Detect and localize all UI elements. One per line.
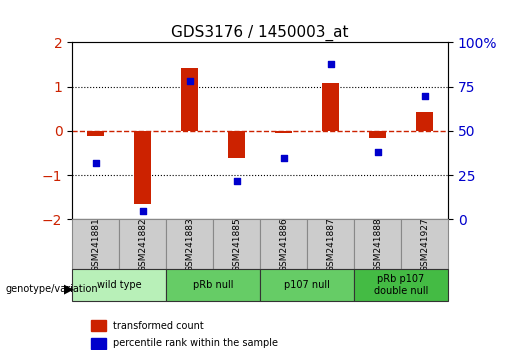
FancyBboxPatch shape <box>119 219 166 269</box>
Text: transformed count: transformed count <box>113 321 204 331</box>
Bar <box>322 83 339 131</box>
Text: percentile rank within the sample: percentile rank within the sample <box>113 338 279 348</box>
Point <box>420 93 428 98</box>
Text: pRb null: pRb null <box>193 280 233 290</box>
Title: GDS3176 / 1450003_at: GDS3176 / 1450003_at <box>171 25 349 41</box>
Text: GSM241927: GSM241927 <box>420 217 429 272</box>
Text: ▶: ▶ <box>64 282 74 295</box>
Point <box>373 149 382 155</box>
FancyBboxPatch shape <box>166 219 213 269</box>
Bar <box>181 68 198 131</box>
Point <box>232 178 241 183</box>
Bar <box>134 131 151 204</box>
FancyBboxPatch shape <box>260 219 307 269</box>
Text: GSM241882: GSM241882 <box>138 217 147 272</box>
Text: wild type: wild type <box>97 280 142 290</box>
Point <box>139 208 147 213</box>
Text: genotype/variation: genotype/variation <box>5 284 98 293</box>
Bar <box>91 338 106 349</box>
Point <box>185 79 194 84</box>
Bar <box>276 131 292 133</box>
Text: GSM241883: GSM241883 <box>185 217 194 272</box>
Point <box>92 160 100 166</box>
FancyBboxPatch shape <box>260 269 354 301</box>
FancyBboxPatch shape <box>401 219 448 269</box>
Text: GSM241886: GSM241886 <box>279 217 288 272</box>
FancyBboxPatch shape <box>72 269 166 301</box>
Bar <box>369 131 386 138</box>
Point <box>280 155 288 160</box>
FancyBboxPatch shape <box>166 269 260 301</box>
Text: p107 null: p107 null <box>284 280 330 290</box>
FancyBboxPatch shape <box>354 219 401 269</box>
Bar <box>416 113 433 131</box>
FancyBboxPatch shape <box>72 219 119 269</box>
FancyBboxPatch shape <box>213 219 260 269</box>
Text: GSM241887: GSM241887 <box>326 217 335 272</box>
Bar <box>228 131 245 159</box>
Bar <box>88 131 104 136</box>
Bar <box>91 320 106 331</box>
FancyBboxPatch shape <box>354 269 448 301</box>
Text: pRb p107
double null: pRb p107 double null <box>374 274 428 296</box>
Text: GSM241885: GSM241885 <box>232 217 241 272</box>
Text: GSM241881: GSM241881 <box>91 217 100 272</box>
Text: GSM241888: GSM241888 <box>373 217 382 272</box>
Point <box>327 61 335 67</box>
FancyBboxPatch shape <box>307 219 354 269</box>
